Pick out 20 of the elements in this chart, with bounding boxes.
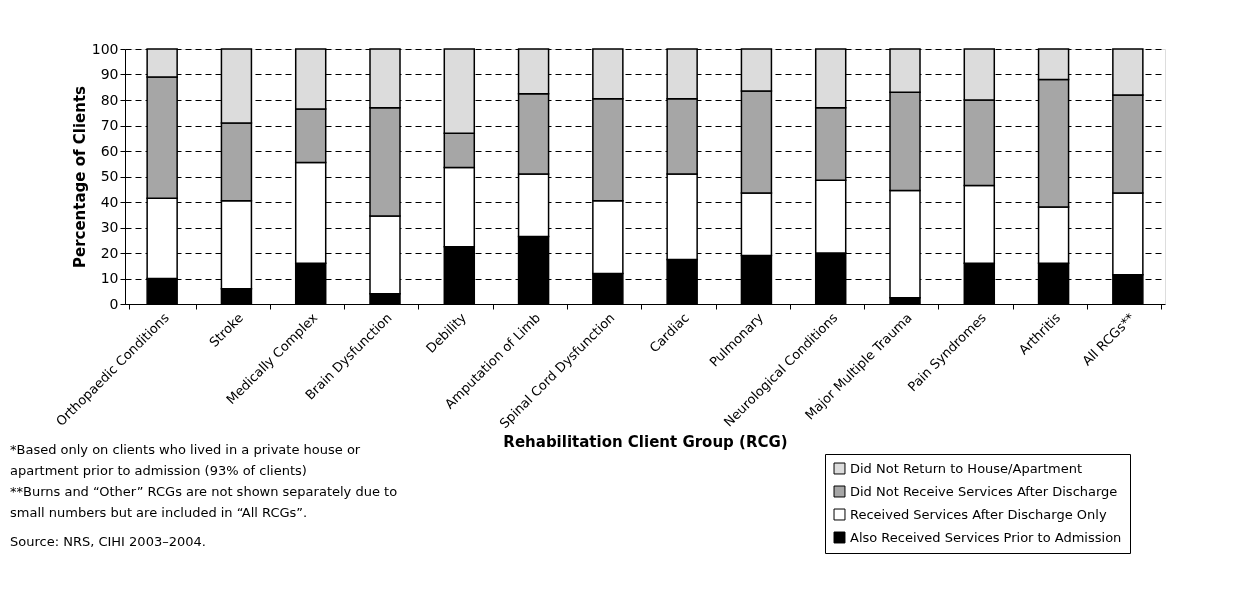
y-tick-label: 100 [91, 40, 119, 57]
y-tick-label: 10 [100, 270, 119, 286]
source-note: Source: NRS, CIHI 2003–2004. [10, 534, 206, 549]
x-axis-title: Rehabilitation Client Group (RCG) [503, 433, 788, 452]
y-tick-label: 30 [100, 219, 119, 235]
legend-label: Received Services After Discharge Only [850, 506, 1107, 522]
text: *Based only on clients who lived in a private house or apartment prior to admission (93% of clients) [10, 442, 361, 478]
legend-label: Did Not Return to House/Apartment [850, 460, 1083, 476]
y-tick-label: 20 [100, 244, 119, 261]
y-tick-label: 90 [100, 66, 119, 82]
y-tick-label: 40 [100, 193, 119, 210]
y-tick-label: 70 [100, 117, 119, 133]
legend-label: Also Received Services Prior to Admission [850, 529, 1122, 545]
legend-label: Did Not Receive Services After Discharge [850, 483, 1118, 499]
text: **Burns and “Other” RCGs are not shown separately due to small numbers but are included in “All RCGs”. [10, 484, 398, 520]
y-tick-label: 60 [100, 142, 119, 159]
y-tick-label: 50 [100, 168, 119, 184]
y-tick-label: 0 [109, 295, 119, 312]
y-axis-title: Percentage of Clients [70, 85, 89, 269]
y-tick-label: 80 [100, 91, 119, 108]
